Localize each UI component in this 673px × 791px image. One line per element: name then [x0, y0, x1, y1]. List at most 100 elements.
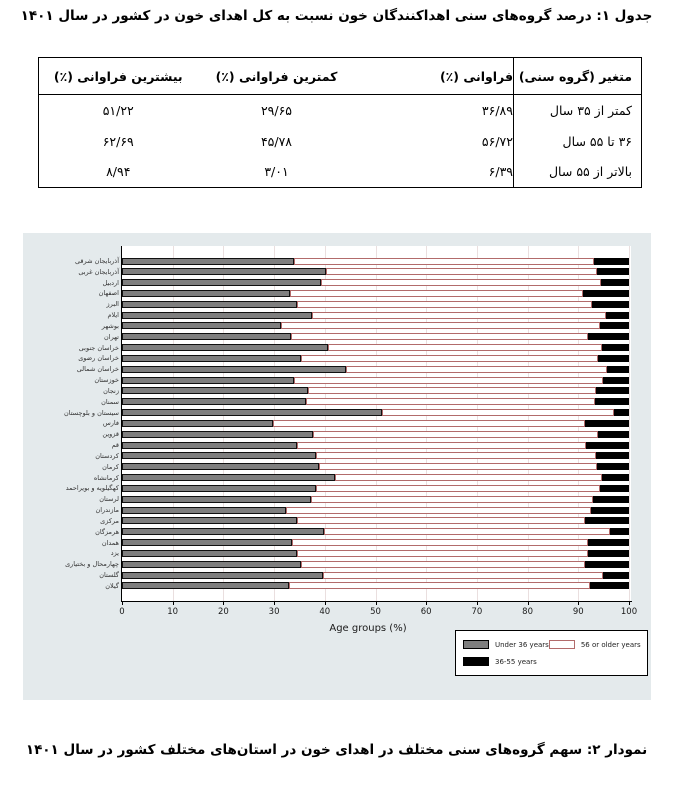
bar-segment-under-36 — [122, 387, 308, 395]
table-cell-value: ۲۹/۶۵ — [260, 102, 293, 118]
x-axis-line — [121, 601, 632, 603]
bar-row: کرمان — [23, 463, 629, 471]
bar-segment-middle — [326, 268, 597, 276]
province-label: گلستان — [99, 571, 119, 580]
province-label: ایلام — [107, 311, 119, 320]
table-header-cell: فراوانی (٪) — [355, 57, 514, 95]
stats-table: متغیر (گروه سنی) فراوانی (٪) کمترین فراوان… — [38, 57, 642, 188]
bar-row: خراسان جنوبی — [23, 344, 629, 352]
legend-label-36-55: 36-55 years — [495, 657, 537, 666]
bar-segment-tail — [593, 257, 629, 265]
province-label: سمنان — [101, 397, 119, 406]
bar-rows: آذربایجان شرقی آذربایجان غربی اردبیل اصفهان… — [23, 257, 629, 590]
bar-row: قم — [23, 441, 629, 449]
bar-segment-under-36 — [122, 517, 297, 525]
table-cell-value: ۶۲/۶۹ — [102, 133, 134, 149]
bar-track — [122, 506, 629, 514]
x-tick-label: 70 — [471, 607, 483, 617]
legend-swatch-36-55 — [463, 657, 489, 666]
x-tick — [629, 601, 630, 605]
province-label: چهارمحال و بختیاری — [65, 560, 119, 569]
table-row: ۳۶ تا ۵۵ سال ۵۶/۷۲ ۴۵/۷۸ ۶۲/۶۹ — [39, 125, 642, 157]
province-label: قم — [111, 441, 119, 450]
bar-row: هرمزگان — [23, 528, 629, 536]
bar-track — [122, 387, 629, 395]
stats-table-header-row: متغیر (گروه سنی) فراوانی (٪) کمترین فراوان… — [38, 57, 642, 95]
bar-segment-tail — [585, 441, 629, 449]
bar-segment-middle — [334, 474, 603, 482]
x-tick-label: 0 — [119, 607, 125, 617]
bar-segment-middle — [321, 279, 601, 287]
bar-track — [122, 495, 629, 503]
bar-track — [122, 582, 629, 590]
bar-row: اصفهان — [23, 289, 629, 297]
bar-segment-tail — [587, 549, 629, 557]
bar-segment-middle — [322, 571, 604, 579]
figure-caption: نمودار ۲: سهم گروه‌های سنی مختلف در اهدا… — [25, 742, 648, 758]
bar-row: سمنان — [23, 398, 629, 406]
bar-segment-tail — [591, 506, 629, 514]
bar-row: خراسان رضوی — [23, 354, 629, 362]
bar-track — [122, 539, 629, 547]
bar-track — [122, 419, 629, 427]
bar-segment-middle — [316, 484, 600, 492]
bar-segment-under-36 — [122, 441, 297, 449]
bar-row: مازندران — [23, 506, 629, 514]
bar-row: یزد — [23, 549, 629, 557]
bar-segment-tail — [610, 528, 629, 536]
bar-segment-under-36 — [122, 376, 294, 384]
province-label: سیستان و بلوچستان — [63, 408, 119, 417]
bar-track — [122, 311, 629, 319]
x-tick-label: 30 — [268, 607, 280, 617]
bar-segment-middle — [323, 528, 611, 536]
province-label: کهگیلویه و بویراحمد — [65, 484, 119, 493]
province-label: البرز — [106, 300, 119, 309]
bar-segment-tail — [589, 582, 629, 590]
bar-row: ایلام — [23, 311, 629, 319]
bar-segment-middle — [286, 506, 592, 514]
bar-segment-under-36 — [122, 409, 382, 417]
bar-segment-under-36 — [122, 322, 281, 330]
bar-track — [122, 333, 629, 341]
x-tick-label: 60 — [420, 607, 432, 617]
bar-segment-middle — [305, 398, 595, 406]
y-axis-line — [121, 246, 123, 602]
bar-track — [122, 463, 629, 471]
bar-segment-under-36 — [122, 474, 335, 482]
province-label: مازندران — [95, 506, 119, 515]
bar-track — [122, 452, 629, 460]
table-header-cell: متغیر (گروه سنی) — [513, 57, 642, 95]
bar-segment-tail — [595, 387, 629, 395]
bar-track — [122, 300, 629, 308]
bar-track — [122, 430, 629, 438]
bar-segment-under-36 — [122, 571, 323, 579]
province-label: لرستان — [99, 495, 119, 504]
bar-segment-under-36 — [122, 582, 289, 590]
province-label: قزوین — [102, 430, 119, 439]
province-label: فارس — [102, 419, 119, 428]
bar-track — [122, 322, 629, 330]
x-axis-title: Age groups (%) — [329, 623, 407, 634]
bar-track — [122, 398, 629, 406]
table-cell-value: ۵۱/۲۲ — [102, 102, 134, 118]
bar-row: تهران — [23, 333, 629, 341]
stats-table-body: کمتر از ۳۵ سال ۳۶/۸۹ ۲۹/۶۵ ۵۱/۲۲ ۳۶ تا ۵۵ سا… — [39, 94, 642, 188]
bar-segment-under-36 — [122, 430, 314, 438]
province-label: کرمانشاه — [93, 473, 119, 482]
province-label: آذربایجان شرقی — [74, 257, 119, 265]
bar-track — [122, 528, 629, 536]
province-label: یزد — [110, 549, 119, 558]
table-row: کمتر از ۳۵ سال ۳۶/۸۹ ۲۹/۶۵ ۵۱/۲۲ — [39, 94, 642, 126]
x-tick-label: 90 — [572, 607, 584, 617]
x-tick — [324, 601, 326, 605]
bar-segment-under-36 — [122, 495, 311, 503]
province-label: بوشهر — [101, 321, 119, 330]
chart-legend: Under 36 years 56 or older years 36-55 y… — [455, 630, 648, 676]
bar-segment-under-36 — [122, 463, 320, 471]
bar-segment-tail — [599, 322, 629, 330]
bar-segment-tail — [587, 539, 629, 547]
x-tick — [375, 601, 377, 605]
table-cell-value: ۸/۹۴ — [106, 164, 131, 180]
legend-label-56-or-older: 56 or older years — [580, 640, 641, 649]
bar-segment-middle — [307, 387, 596, 395]
